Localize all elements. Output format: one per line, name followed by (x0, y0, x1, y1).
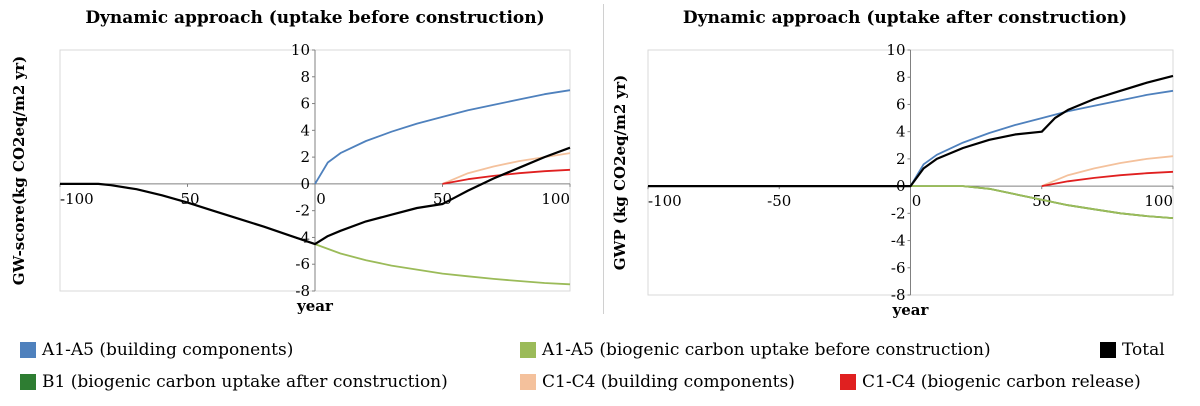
series-line-a1a5-biogenic-before (910, 185, 1174, 219)
x-tick-label: 50 (1032, 192, 1051, 210)
y-axis-label: GWP (kg CO2eq/m2 yr) (611, 75, 629, 271)
series-line-c1c4-building (1041, 155, 1174, 187)
chart-title-right: Dynamic approach (uptake after construct… (682, 8, 1128, 28)
legend-label: C1-C4 (building components) (542, 372, 795, 392)
x-tick-label: 100 (541, 190, 570, 208)
y-tick-label: 4 (896, 123, 906, 141)
legend-item-a1a5-building: A1-A5 (building components) (20, 340, 293, 360)
chart-title-left: Dynamic approach (uptake before construc… (85, 8, 545, 28)
legend-label: A1-A5 (building components) (42, 340, 294, 360)
legend-swatch (20, 374, 36, 390)
series-line-a1a5-biogenic-before (314, 243, 571, 286)
x-axis-label: year (892, 301, 930, 319)
y-tick-label: 8 (896, 68, 906, 86)
series-line-a1a5-building (314, 89, 571, 185)
y-tick-label: -2 (891, 204, 906, 222)
y-tick-label: 8 (300, 68, 310, 86)
y-tick-label: -6 (891, 259, 906, 277)
y-tick-label: -2 (295, 202, 310, 220)
legend-swatch (520, 374, 536, 390)
legend-item-total: Total (1100, 340, 1165, 360)
y-tick-label: -4 (891, 232, 906, 250)
chart-panel-right: Dynamic approach (uptake after construct… (605, 0, 1200, 330)
legend: A1-A5 (building components) A1-A5 (bioge… (0, 330, 1200, 406)
x-tick-label: 0 (912, 192, 922, 210)
y-tick-label: 6 (896, 95, 906, 113)
y-tick-label: -6 (295, 255, 310, 273)
y-tick-label: -8 (295, 282, 310, 300)
y-tick-label: -8 (891, 286, 906, 304)
x-tick-label: 100 (1144, 192, 1173, 210)
y-axis-label: GW-score(kg CO2eq/m2 yr) (10, 56, 28, 286)
y-tick-label: 6 (300, 95, 310, 113)
legend-label: Total (1122, 340, 1165, 360)
series-line-a1a5-building (909, 89, 1174, 187)
x-tick-label: -100 (60, 190, 94, 208)
legend-swatch (840, 374, 856, 390)
legend-label: A1-A5 (biogenic carbon uptake before con… (542, 340, 991, 360)
legend-label: C1-C4 (biogenic carbon release) (862, 372, 1141, 392)
chart-panel-left: Dynamic approach (uptake before construc… (0, 0, 600, 330)
x-tick-label: 0 (316, 190, 326, 208)
y-tick-label: 0 (300, 175, 310, 193)
y-tick-label: 10 (291, 41, 310, 59)
x-tick-label: -50 (767, 192, 791, 210)
legend-swatch (1100, 342, 1116, 358)
legend-item-c1c4-biogenic-release: C1-C4 (biogenic carbon release) (840, 372, 1141, 392)
legend-item-c1c4-building: C1-C4 (building components) (520, 372, 795, 392)
y-tick-label: 2 (300, 148, 310, 166)
x-tick-label: 50 (433, 190, 452, 208)
legend-item-b1-biogenic-after: B1 (biogenic carbon uptake after constru… (20, 372, 448, 392)
x-tick-label: -100 (648, 192, 682, 210)
y-tick-label: 2 (896, 150, 906, 168)
x-axis-label: year (296, 297, 334, 315)
series-line-c1c4-biogenic-release (442, 168, 571, 185)
series-line-total (648, 74, 1174, 188)
legend-swatch (20, 342, 36, 358)
legend-item-a1a5-biogenic-before: A1-A5 (biogenic carbon uptake before con… (520, 340, 991, 360)
legend-swatch (520, 342, 536, 358)
series-line-c1c4-building (442, 152, 571, 185)
series-line-total (60, 146, 571, 246)
legend-label: B1 (biogenic carbon uptake after constru… (42, 372, 448, 392)
panel-divider (603, 4, 604, 314)
y-tick-label: 4 (300, 121, 310, 139)
y-tick-label: 10 (886, 41, 905, 59)
series-line-c1c4-biogenic-release (1041, 170, 1174, 187)
